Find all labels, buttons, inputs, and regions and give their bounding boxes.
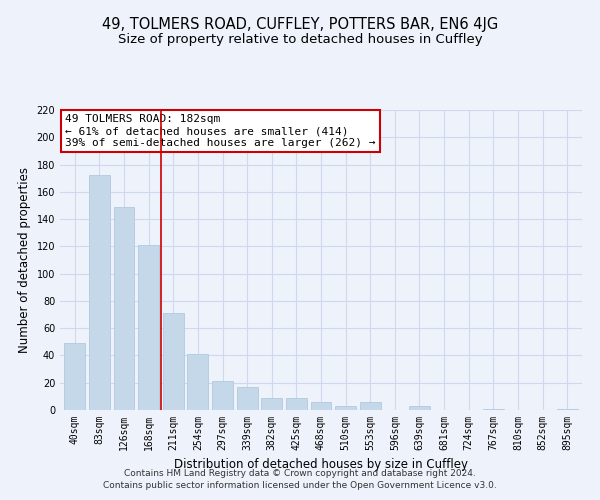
Bar (212, 382, 233, 410)
Text: Size of property relative to detached houses in Cuffley: Size of property relative to detached ho… (118, 32, 482, 46)
Bar (261, 398, 282, 410)
Bar (113, 207, 134, 410)
Bar (236, 387, 257, 410)
Bar (557, 408, 578, 410)
Text: Contains public sector information licensed under the Open Government Licence v3: Contains public sector information licen… (103, 481, 497, 490)
Bar (483, 408, 504, 410)
Bar (360, 402, 381, 410)
Bar (163, 313, 184, 410)
Bar (89, 176, 110, 410)
Bar (64, 343, 85, 410)
X-axis label: Distribution of detached houses by size in Cuffley: Distribution of detached houses by size … (174, 458, 468, 471)
Bar (409, 406, 430, 410)
Text: Contains HM Land Registry data © Crown copyright and database right 2024.: Contains HM Land Registry data © Crown c… (124, 468, 476, 477)
Bar (286, 398, 307, 410)
Bar (335, 406, 356, 410)
Bar (187, 354, 208, 410)
Bar (311, 402, 331, 410)
Text: 49 TOLMERS ROAD: 182sqm
← 61% of detached houses are smaller (414)
39% of semi-d: 49 TOLMERS ROAD: 182sqm ← 61% of detache… (65, 114, 376, 148)
Y-axis label: Number of detached properties: Number of detached properties (18, 167, 31, 353)
Bar (138, 245, 159, 410)
Text: 49, TOLMERS ROAD, CUFFLEY, POTTERS BAR, EN6 4JG: 49, TOLMERS ROAD, CUFFLEY, POTTERS BAR, … (102, 18, 498, 32)
